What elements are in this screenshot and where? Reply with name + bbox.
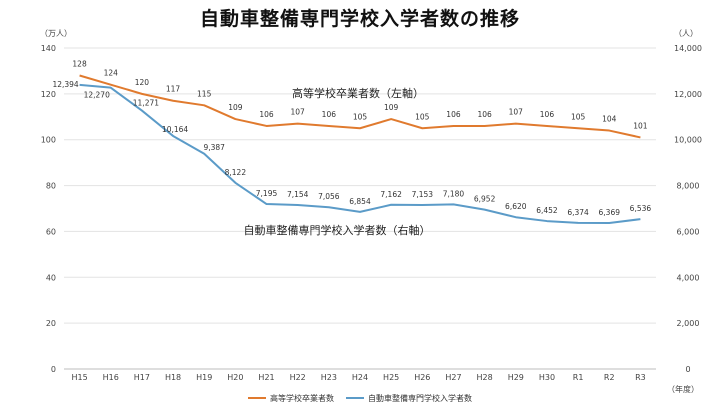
y-left-axis-label: （万人） — [40, 29, 72, 38]
chart-title: 自動車整備専門学校入学者数の推移 — [199, 8, 520, 30]
data-label-high-school-graduates: 124 — [104, 69, 119, 78]
y-left-tick-label: 120 — [41, 90, 56, 99]
x-tick-label: H30 — [539, 373, 555, 382]
data-label-maintenance-school-entrants: 6,952 — [474, 195, 496, 204]
y-left-tick-label: 60 — [46, 227, 56, 236]
x-tick-label: H17 — [134, 373, 150, 382]
y-left-tick-label: 20 — [46, 319, 56, 328]
legend-label-high-school-graduates: 高等学校卒業者数 — [270, 393, 334, 403]
data-label-high-school-graduates: 101 — [633, 121, 648, 130]
data-label-high-school-graduates: 115 — [197, 89, 212, 98]
data-label-maintenance-school-entrants: 12,270 — [84, 91, 110, 100]
y-right-axis-label: （人） — [674, 29, 698, 38]
x-tick-label: R1 — [573, 373, 584, 382]
data-label-high-school-graduates: 109 — [384, 103, 399, 112]
data-label-maintenance-school-entrants: 7,154 — [287, 190, 309, 199]
y-right-tick-label: 4,000 — [677, 273, 700, 282]
data-label-high-school-graduates: 106 — [446, 110, 461, 119]
data-label-high-school-graduates: 109 — [228, 103, 243, 112]
x-tick-label: H21 — [258, 373, 274, 382]
y-left-tick-label: 100 — [41, 136, 56, 145]
data-label-high-school-graduates: 128 — [72, 60, 87, 69]
x-tick-label: H27 — [445, 373, 461, 382]
data-label-high-school-graduates: 120 — [135, 78, 150, 87]
y-left-tick-label: 140 — [41, 44, 56, 53]
x-tick-label: H25 — [383, 373, 399, 382]
annotation-maintenance-school-entrants: 自動車整備専門学校入学者数（右軸） — [244, 223, 431, 237]
x-tick-label: H18 — [165, 373, 181, 382]
y-right-tick-label: 8,000 — [677, 182, 700, 191]
x-tick-label: H15 — [71, 373, 87, 382]
data-label-high-school-graduates: 117 — [166, 85, 181, 94]
data-label-maintenance-school-entrants: 6,369 — [599, 208, 621, 217]
x-tick-label: H22 — [290, 373, 306, 382]
x-tick-label: H19 — [196, 373, 212, 382]
data-label-maintenance-school-entrants: 9,387 — [203, 143, 225, 152]
data-label-high-school-graduates: 105 — [353, 112, 368, 121]
y-left-tick-label: 40 — [46, 273, 56, 282]
data-label-maintenance-school-entrants: 6,374 — [567, 208, 589, 217]
x-tick-label: H20 — [227, 373, 243, 382]
series-line-high-school-graduates — [79, 74, 641, 139]
annotation-high-school-graduates: 高等学校卒業者数（左軸） — [292, 86, 424, 100]
data-label-maintenance-school-entrants: 7,162 — [380, 190, 402, 199]
data-label-maintenance-school-entrants: 7,195 — [256, 189, 278, 198]
y-right-tick-label: 0 — [685, 365, 690, 374]
data-label-high-school-graduates: 104 — [602, 115, 617, 124]
x-tick-label: H16 — [103, 373, 119, 382]
y-left-tick-label: 80 — [46, 182, 56, 191]
data-label-high-school-graduates: 107 — [291, 108, 306, 117]
data-label-high-school-graduates: 105 — [571, 112, 586, 121]
y-right-tick-label: 10,000 — [674, 136, 702, 145]
y-right-tick-label: 12,000 — [674, 90, 702, 99]
legend-label-maintenance-school-entrants: 自動車整備専門学校入学者数 — [368, 393, 472, 403]
y-right-tick-label: 2,000 — [677, 319, 700, 328]
data-label-maintenance-school-entrants: 7,153 — [412, 190, 434, 199]
data-label-high-school-graduates: 107 — [509, 108, 524, 117]
x-tick-label: H24 — [352, 373, 368, 382]
data-label-maintenance-school-entrants: 6,854 — [349, 197, 371, 206]
x-axis-label: （年度） — [667, 384, 699, 394]
data-label-maintenance-school-entrants: 12,394 — [52, 80, 78, 89]
y-right-tick-label: 6,000 — [677, 227, 700, 236]
x-tick-label: H29 — [508, 373, 524, 382]
data-label-maintenance-school-entrants: 8,122 — [225, 168, 247, 177]
x-tick-label: H23 — [321, 373, 337, 382]
data-label-high-school-graduates: 106 — [477, 110, 492, 119]
data-label-maintenance-school-entrants: 6,452 — [536, 206, 558, 215]
data-label-maintenance-school-entrants: 10,164 — [162, 125, 188, 134]
y-right-tick-label: 14,000 — [674, 44, 702, 53]
x-tick-label: H26 — [414, 373, 430, 382]
x-tick-label: R3 — [635, 373, 646, 382]
x-tick-label: R2 — [604, 373, 615, 382]
data-label-high-school-graduates: 106 — [540, 110, 555, 119]
data-label-maintenance-school-entrants: 11,271 — [133, 99, 159, 108]
data-label-maintenance-school-entrants: 7,180 — [443, 189, 465, 198]
y-left-tick-label: 0 — [51, 365, 56, 374]
data-label-maintenance-school-entrants: 6,620 — [505, 202, 527, 211]
data-label-high-school-graduates: 105 — [415, 112, 430, 121]
data-label-maintenance-school-entrants: 6,536 — [630, 204, 652, 213]
data-label-high-school-graduates: 106 — [322, 110, 337, 119]
series-line-maintenance-school-entrants — [79, 83, 641, 224]
data-label-maintenance-school-entrants: 7,056 — [318, 192, 340, 201]
data-label-high-school-graduates: 106 — [259, 110, 274, 119]
x-tick-label: H28 — [477, 373, 493, 382]
